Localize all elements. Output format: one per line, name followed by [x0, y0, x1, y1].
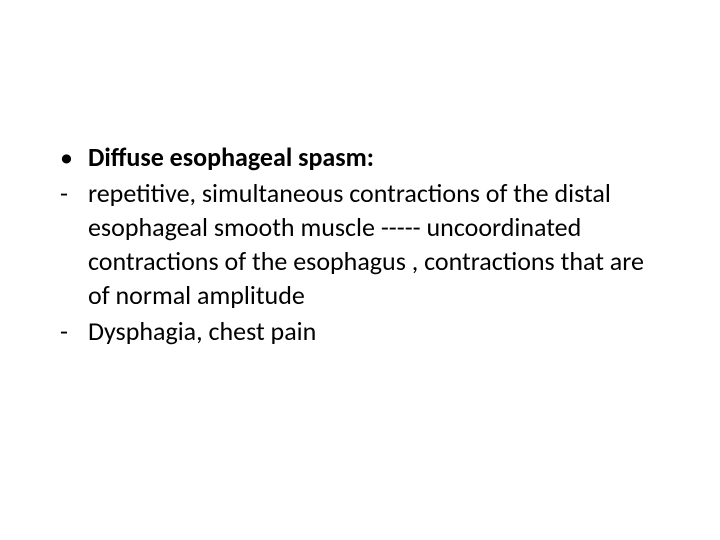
slide: • Diffuse esophageal spasm: - repetitive… [0, 0, 720, 540]
list-item-text: repetitive, simultaneous contractions of… [88, 176, 660, 312]
bullet-list: • Diffuse esophageal spasm: - repetitive… [60, 140, 660, 348]
dash-icon: - [60, 176, 88, 210]
list-item-text: Diffuse esophageal spasm: [88, 140, 374, 174]
bullet-icon: • [60, 140, 88, 174]
dash-icon: - [60, 314, 88, 348]
list-item: - repetitive, simultaneous contractions … [60, 176, 660, 312]
list-item: • Diffuse esophageal spasm: [60, 140, 660, 174]
list-item: - Dysphagia, chest pain [60, 314, 660, 348]
list-item-text: Dysphagia, chest pain [88, 314, 316, 348]
